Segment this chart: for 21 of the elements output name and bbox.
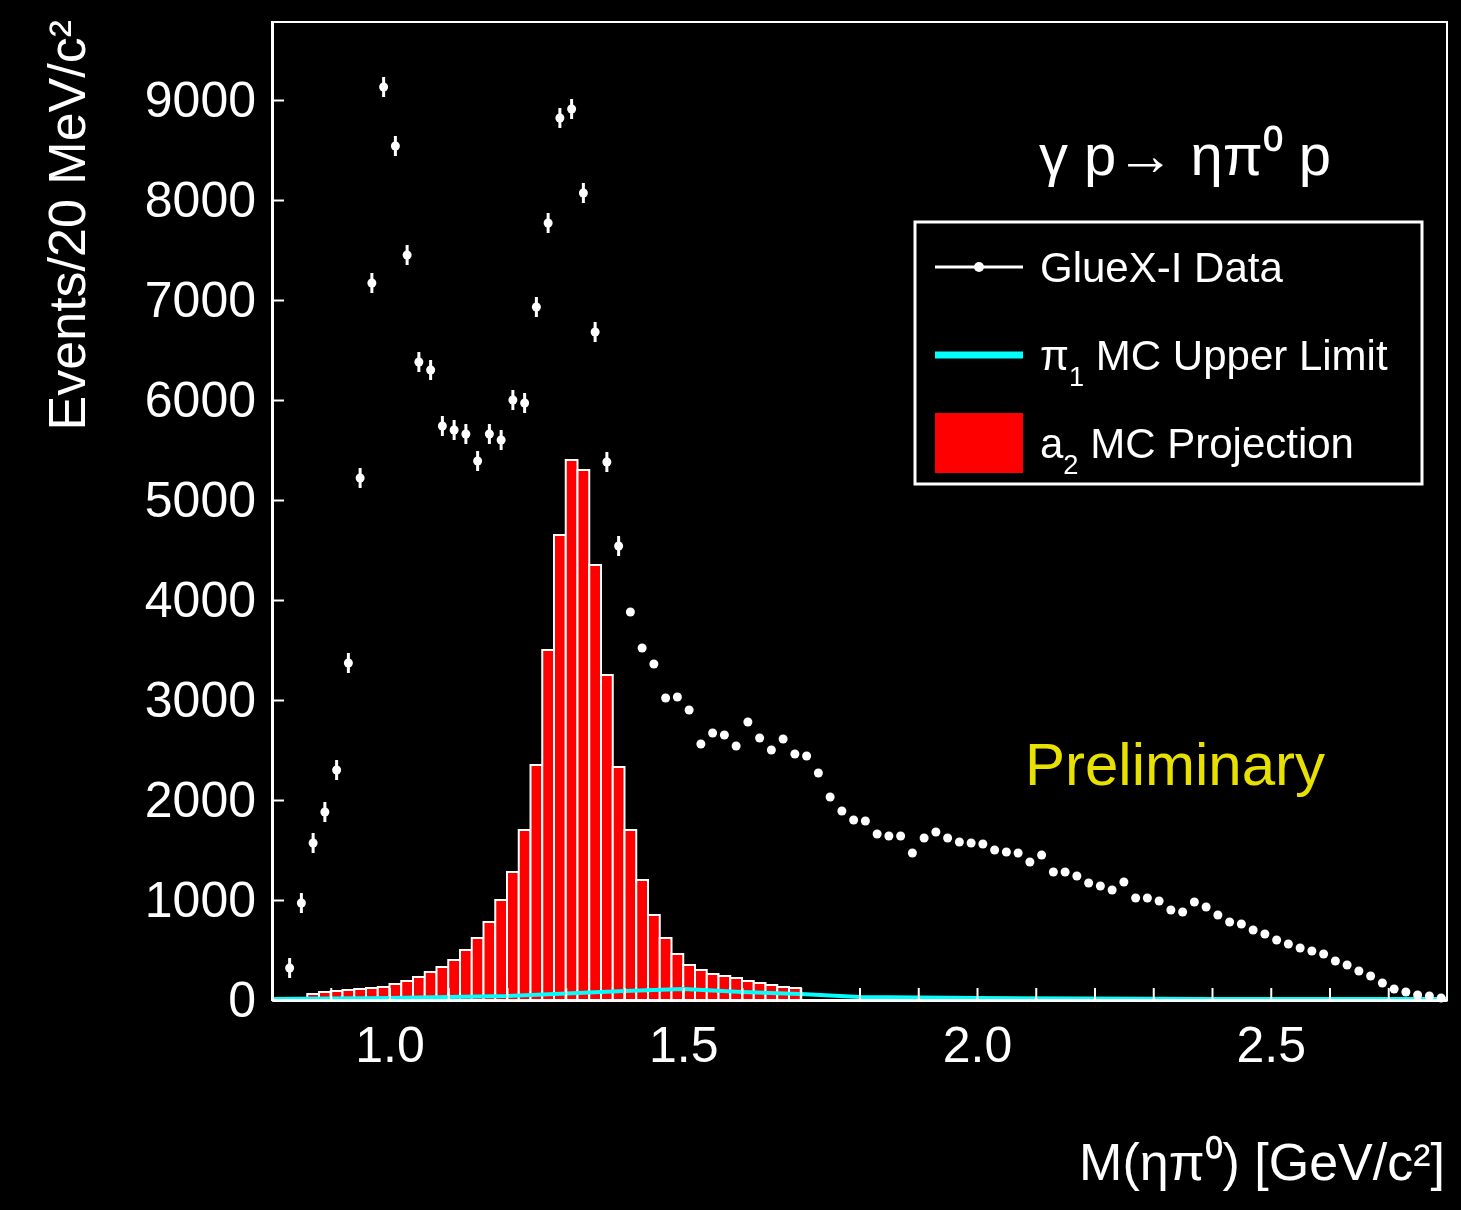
x-axis-title: M(ηπ⁰) [GeV/c²] [1079, 1133, 1445, 1191]
text: γ p→ ηπ⁰ p [1038, 122, 1332, 187]
y-tick-label: 3000 [144, 671, 256, 728]
y-tick-label: 8000 [144, 171, 256, 228]
x-tick-label: 1.0 [355, 1016, 425, 1073]
y-tick-label: 1000 [144, 871, 256, 928]
x-tick-label: 2.0 [942, 1016, 1013, 1073]
x-tick-label: 2.5 [1236, 1016, 1307, 1073]
y-tick-label: 0 [228, 971, 256, 1028]
legend-label: π$_{1}$ MC Upper Limit [1040, 332, 1388, 392]
y-tick-label: 6000 [144, 371, 256, 428]
y-tick-label: 4000 [144, 571, 256, 628]
y-tick-label: 7000 [144, 271, 256, 328]
y-tick-label: 2000 [144, 771, 256, 828]
x-tick-label: 1.5 [648, 1016, 719, 1073]
y-tick-label: 5000 [144, 471, 256, 528]
y-axis-title: Events/20 MeV/c² [38, 20, 96, 431]
legend-label: GlueX-I Data [1040, 244, 1284, 291]
annotation: Preliminary [1024, 731, 1326, 798]
legend-label: a$_{2}$ MC Projection [1040, 420, 1354, 480]
y-tick-label: 9000 [144, 71, 256, 128]
